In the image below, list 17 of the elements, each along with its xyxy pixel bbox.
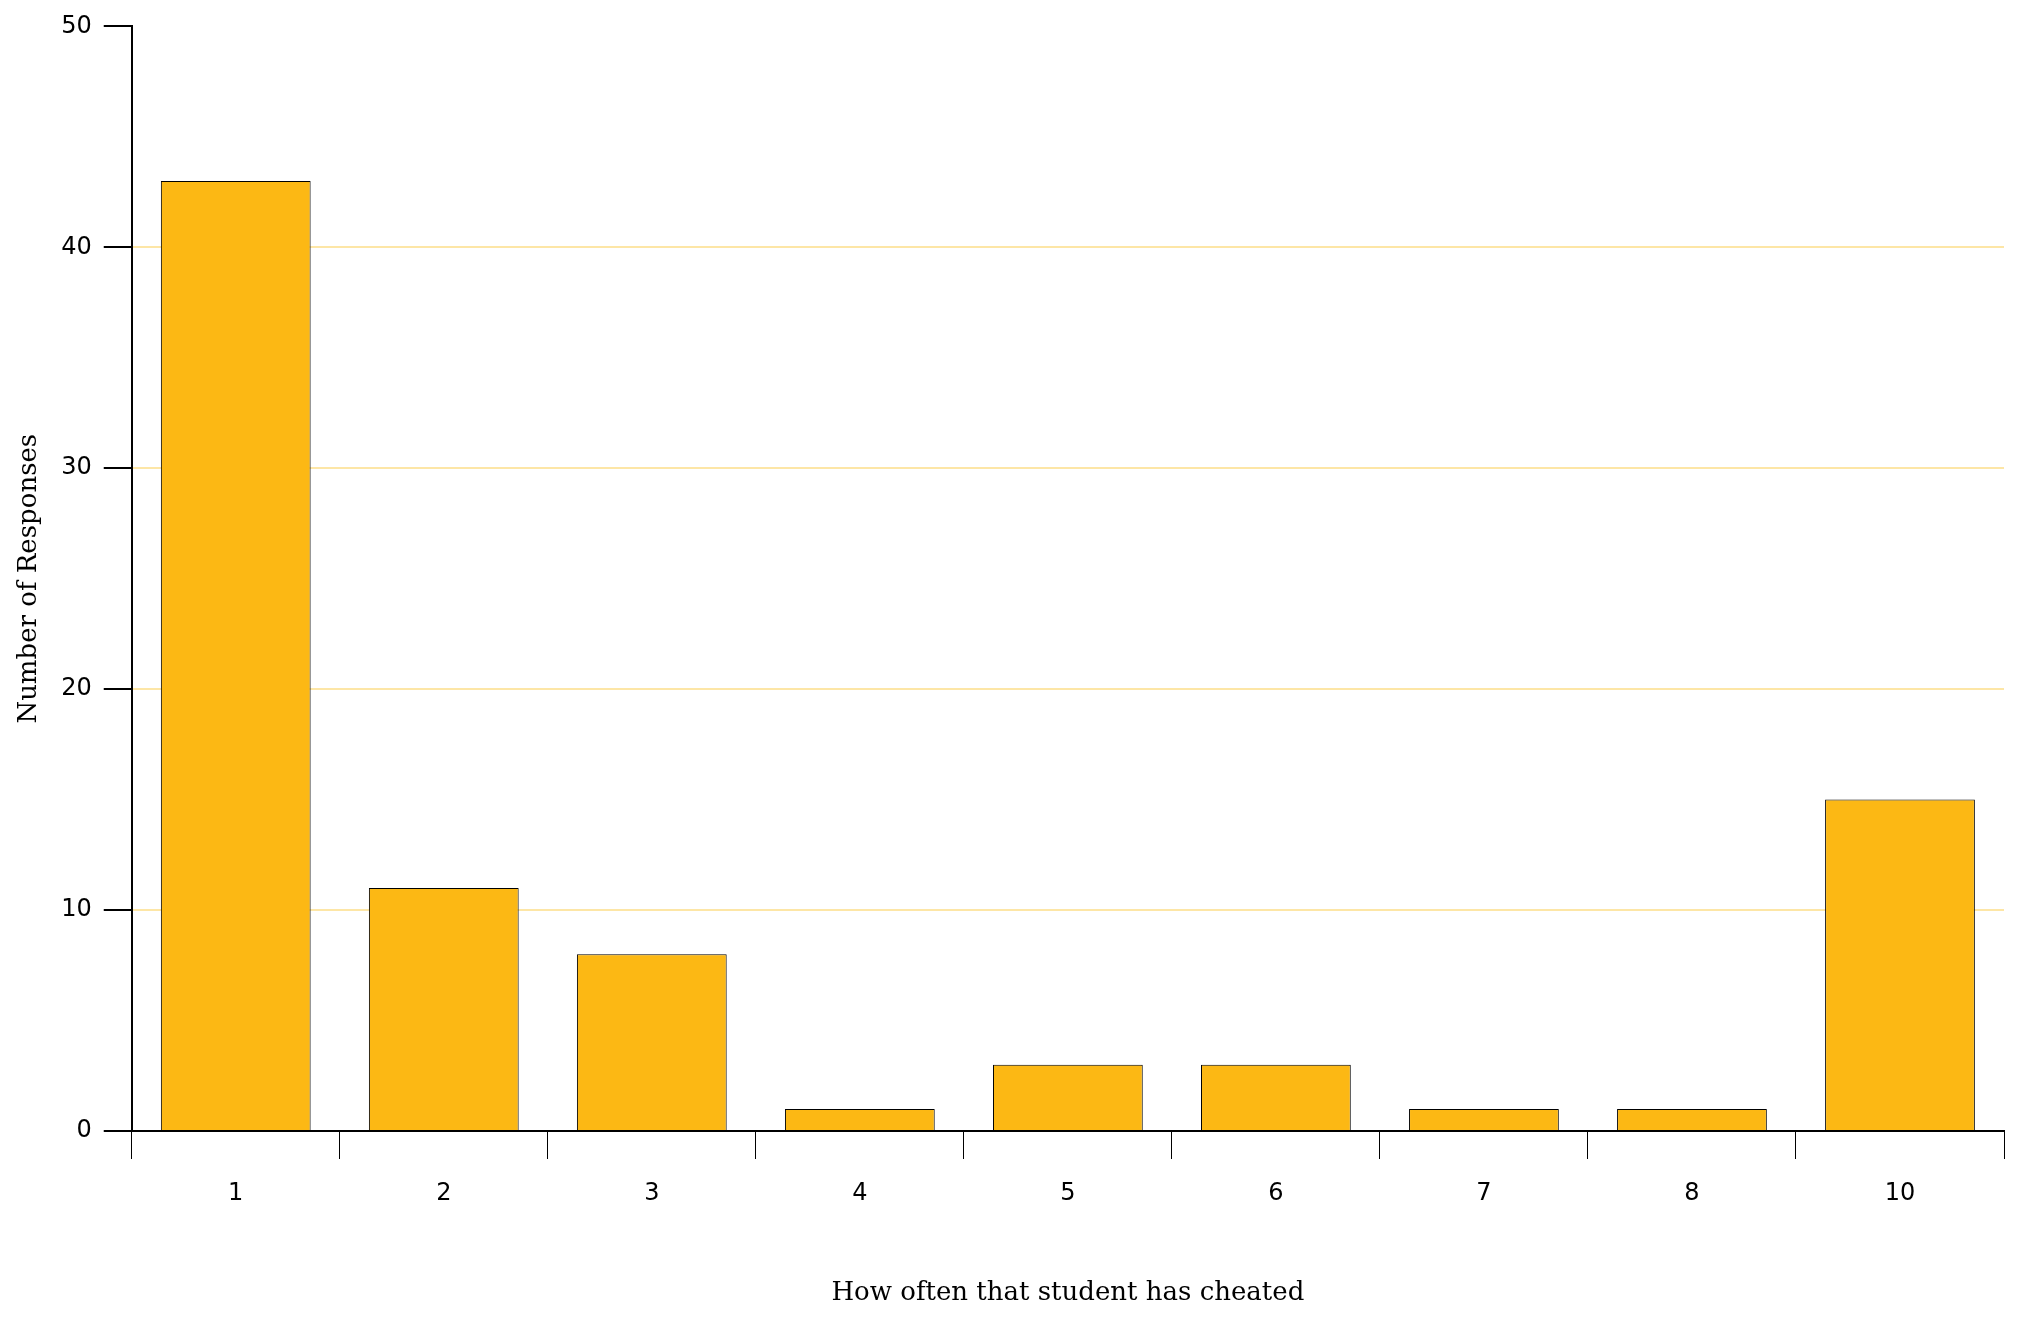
x-tick-label: 10: [1884, 1177, 1916, 1206]
y-tick-label: 40: [61, 231, 92, 260]
x-tick-label: 1: [228, 1177, 244, 1206]
y-tick-label: 20: [61, 673, 92, 702]
y-tick-label: 10: [61, 894, 92, 923]
x-tick-label: 3: [644, 1177, 660, 1206]
x-tick-label: 7: [1476, 1177, 1492, 1206]
x-tick-label: 8: [1684, 1177, 1700, 1206]
x-tick-label: 2: [436, 1177, 452, 1206]
x-tick-label: 4: [852, 1177, 868, 1206]
x-tick-label: 5: [1060, 1177, 1076, 1206]
x-tick-label: 6: [1268, 1177, 1284, 1206]
y-tick-label: 30: [61, 452, 92, 481]
y-axis-title: Number of Responses: [12, 433, 43, 724]
x-axis-title: How often that student has cheated: [831, 1276, 1305, 1307]
y-tick-label: 0: [76, 1115, 92, 1144]
y-tick-label: 50: [61, 10, 92, 39]
